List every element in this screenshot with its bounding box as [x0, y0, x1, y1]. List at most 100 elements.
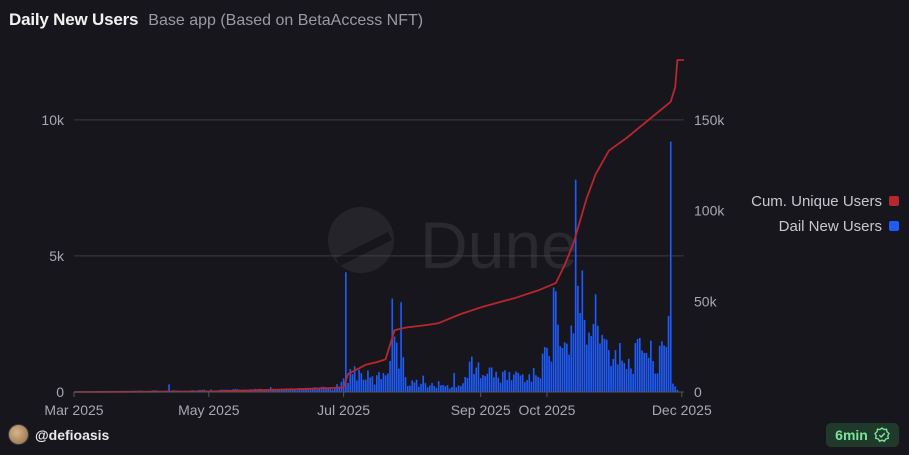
daily-users-bar — [347, 383, 349, 392]
chart-title: Daily New Users — [9, 10, 139, 29]
daily-users-bar — [499, 382, 502, 392]
daily-users-bar — [641, 350, 643, 392]
daily-users-bar — [621, 360, 623, 392]
daily-users-bar — [402, 357, 405, 392]
daily-users-bar — [453, 372, 455, 392]
daily-users-bar — [459, 386, 462, 392]
daily-users-bar — [351, 374, 354, 392]
daily-users-bar — [473, 374, 475, 392]
daily-users-bar — [479, 378, 482, 392]
daily-users-bar — [358, 369, 360, 392]
daily-users-bar — [367, 370, 369, 392]
daily-users-bar — [543, 347, 546, 392]
daily-users-bar — [493, 377, 495, 392]
daily-users-bar — [627, 358, 630, 392]
daily-users-bar — [471, 356, 473, 392]
daily-users-bar — [519, 375, 522, 392]
daily-users-bar — [371, 376, 374, 392]
daily-users-bar — [548, 356, 550, 392]
daily-users-bar — [559, 346, 562, 392]
daily-users-bar — [526, 380, 528, 392]
daily-users-bar — [528, 374, 531, 392]
x-tick-label: Mar 2025 — [44, 402, 103, 418]
daily-users-bar — [495, 371, 497, 392]
legend-label: Cum. Unique Users — [751, 193, 882, 210]
daily-users-bar — [468, 361, 471, 392]
daily-users-bar — [316, 389, 318, 392]
daily-users-bar — [541, 353, 544, 392]
daily-users-bar — [300, 388, 303, 392]
daily-users-bar — [504, 370, 506, 392]
daily-users-bar — [669, 141, 672, 392]
daily-users-bar — [513, 374, 515, 392]
y-left-tick-label: 0 — [56, 384, 64, 400]
daily-users-bar — [417, 386, 420, 392]
daily-users-bar — [636, 338, 639, 392]
dune-watermark: Dune — [328, 207, 578, 282]
chart-header: Daily New Users Base app (Based on BetaA… — [9, 10, 423, 30]
daily-users-bar — [638, 337, 641, 392]
author-username: @defioasis — [35, 426, 110, 443]
daily-users-bar — [643, 352, 646, 392]
daily-users-bar — [521, 374, 524, 392]
daily-users-bar — [448, 388, 451, 392]
daily-users-bar — [632, 373, 634, 392]
dune-logo-icon — [328, 207, 394, 273]
author[interactable]: @defioasis — [8, 424, 109, 445]
daily-users-bar — [387, 373, 389, 392]
daily-users-bar — [400, 302, 402, 392]
daily-users-bar — [360, 373, 363, 392]
y-right-tick-label: 100k — [694, 203, 725, 219]
daily-users-bar — [384, 375, 387, 392]
daily-users-bar — [393, 336, 396, 392]
daily-users-bar — [378, 372, 380, 392]
daily-users-bar — [566, 343, 568, 392]
daily-users-bar — [577, 285, 579, 392]
daily-users-bar — [413, 382, 416, 392]
daily-users-bar — [422, 375, 425, 392]
daily-users-bar — [426, 387, 429, 392]
daily-users-bar — [322, 386, 325, 392]
daily-users-bar — [530, 381, 533, 392]
daily-users-bar — [524, 382, 526, 392]
chart-subtitle: Base app (Based on BetaAccess NFT) — [148, 12, 424, 29]
daily-users-bar — [477, 362, 480, 392]
daily-users-bar — [508, 372, 511, 392]
daily-users-bar — [431, 382, 433, 392]
daily-users-bar — [539, 378, 542, 392]
y-left-tick-label: 5k — [49, 248, 65, 264]
daily-users-bar — [395, 342, 398, 392]
daily-users-bar — [535, 375, 537, 392]
daily-users-bar — [276, 389, 279, 392]
daily-users-bar — [464, 377, 467, 392]
daily-users-bar — [353, 366, 356, 392]
daily-users-bar — [568, 354, 570, 392]
daily-users-bar — [537, 376, 539, 392]
daily-users-bar — [404, 377, 407, 392]
daily-users-bar — [375, 375, 378, 392]
daily-users-bar — [625, 369, 628, 392]
daily-users-bar — [451, 387, 453, 392]
chart-axes: 0 5k 10k 0 50k 100k 150k Mar 2025 May 2025 Jul 20… — [41, 112, 725, 418]
daily-users-bar — [482, 375, 484, 392]
y-left-tick-label: 10k — [41, 112, 65, 128]
daily-users-bar — [588, 332, 590, 392]
daily-users-bar — [356, 380, 358, 392]
refresh-badge[interactable]: 6min — [826, 423, 899, 447]
daily-users-bar — [303, 388, 305, 392]
daily-users-bar — [661, 341, 663, 392]
daily-users-bar — [446, 385, 449, 392]
daily-users-bar — [585, 344, 588, 392]
daily-users-bar — [654, 373, 657, 392]
daily-users-bar — [362, 379, 365, 392]
y-right-tick-label: 150k — [694, 112, 725, 128]
daily-users-bar — [610, 365, 612, 392]
daily-users-bar — [510, 380, 513, 392]
dune-watermark-text: Dune — [420, 208, 578, 282]
daily-users-bar — [616, 364, 619, 392]
daily-users-bar — [406, 386, 409, 392]
y-right-tick-label: 50k — [694, 293, 718, 309]
daily-users-bar — [532, 367, 535, 392]
daily-users-bar — [429, 385, 431, 392]
daily-users-bar — [168, 384, 170, 392]
